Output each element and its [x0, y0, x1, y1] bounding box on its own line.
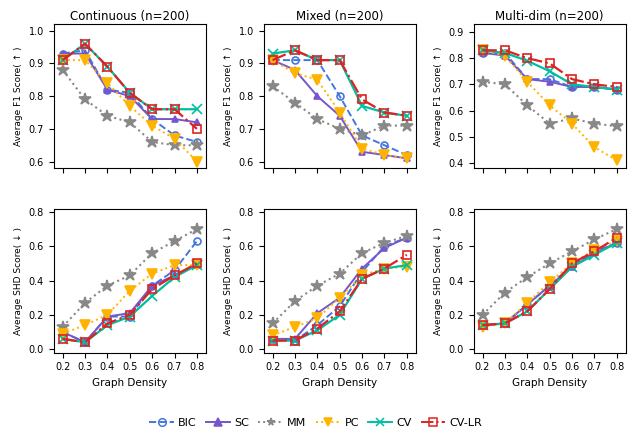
Title: Continuous (n=200): Continuous (n=200): [70, 10, 190, 23]
Title: Mixed (n=200): Mixed (n=200): [296, 10, 384, 23]
Y-axis label: Average SHD Score( ↓ ): Average SHD Score( ↓ ): [14, 226, 23, 335]
Y-axis label: Average F1 Score( ↑ ): Average F1 Score( ↑ ): [224, 46, 233, 146]
Y-axis label: Average F1 Score( ↑ ): Average F1 Score( ↑ ): [434, 46, 443, 146]
X-axis label: Graph Density: Graph Density: [512, 378, 587, 388]
Title: Multi-dim (n=200): Multi-dim (n=200): [495, 10, 604, 23]
Y-axis label: Average SHD Score( ↓ ): Average SHD Score( ↓ ): [224, 226, 233, 335]
Legend: BIC, SC, MM, PC, CV, CV-LR: BIC, SC, MM, PC, CV, CV-LR: [145, 413, 487, 432]
Y-axis label: Average F1 Score( ↑ ): Average F1 Score( ↑ ): [14, 46, 23, 146]
X-axis label: Graph Density: Graph Density: [92, 378, 167, 388]
Y-axis label: Average SHD Score( ↓ ): Average SHD Score( ↓ ): [434, 226, 443, 335]
X-axis label: Graph Density: Graph Density: [302, 378, 377, 388]
